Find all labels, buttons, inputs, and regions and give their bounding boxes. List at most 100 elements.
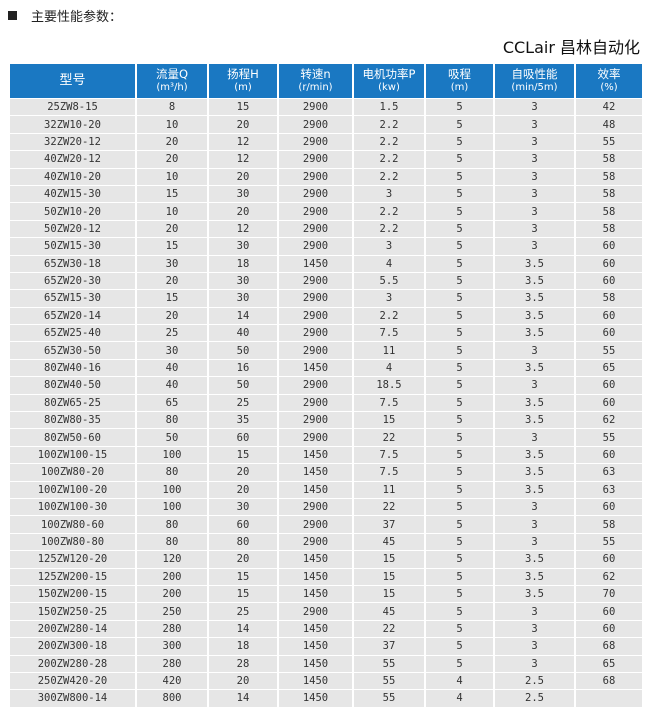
table-cell: 2.2 xyxy=(354,116,424,133)
table-cell: 15 xyxy=(209,99,277,116)
table-cell: 2.2 xyxy=(354,220,424,238)
table-cell: 3.5 xyxy=(495,551,574,568)
table-cell: 80ZW50-60 xyxy=(10,429,135,446)
table-header-row: 型号 流量Q (m³/h) 扬程H (m) 转速n (r/min) 电机功率P (kw) 吸程 (m… xyxy=(10,64,642,98)
table-cell: 5 xyxy=(426,185,493,203)
column-label: 流量Q xyxy=(155,67,189,81)
table-cell: 60 xyxy=(576,603,642,620)
table-cell: 80 xyxy=(137,533,207,551)
table-cell: 7.5 xyxy=(354,325,424,342)
table-row: 100ZW80-20 80 20 1450 7.5 5 3.5 63 xyxy=(10,464,642,481)
table-cell: 11 xyxy=(354,481,424,498)
table-cell: 58 xyxy=(576,168,642,185)
table-row: 65ZW20-14 20 14 2900 2.2 5 3.5 60 xyxy=(10,307,642,325)
table-cell: 5 xyxy=(426,394,493,412)
table-cell: 65ZW25-40 xyxy=(10,325,135,342)
table-row: 40ZW15-30 15 30 2900 3 5 3 58 xyxy=(10,185,642,203)
table-cell: 1450 xyxy=(279,638,352,655)
table-cell: 150ZW200-15 xyxy=(10,585,135,603)
table-cell: 15 xyxy=(354,551,424,568)
table-cell: 7.5 xyxy=(354,446,424,464)
table-cell: 58 xyxy=(576,151,642,168)
table-cell: 3 xyxy=(495,151,574,168)
table-cell: 5 xyxy=(426,133,493,151)
table-row: 200ZW300-18 300 18 1450 37 5 3 68 xyxy=(10,638,642,655)
table-cell: 5 xyxy=(426,446,493,464)
table-cell: 3.5 xyxy=(495,464,574,481)
table-cell: 100 xyxy=(137,481,207,498)
table-cell: 30 xyxy=(137,255,207,272)
table-cell: 2900 xyxy=(279,429,352,446)
table-cell: 60 xyxy=(576,307,642,325)
table-cell: 2.5 xyxy=(495,672,574,690)
table-cell: 80 xyxy=(137,412,207,429)
table-cell: 100 xyxy=(137,498,207,516)
table-cell: 20 xyxy=(209,464,277,481)
table-cell: 55 xyxy=(576,533,642,551)
column-unit: (m³/h) xyxy=(156,82,188,93)
table-cell: 1450 xyxy=(279,359,352,377)
table-cell: 30 xyxy=(209,185,277,203)
column-label: 效率 xyxy=(597,67,621,81)
table-cell: 3 xyxy=(495,377,574,394)
table-cell: 1450 xyxy=(279,446,352,464)
table-cell: 3 xyxy=(495,342,574,359)
performance-table: 型号 流量Q (m³/h) 扬程H (m) 转速n (r/min) 电机功率P (kw) 吸程 (m… xyxy=(8,63,644,708)
table-cell: 60 xyxy=(576,238,642,255)
table-cell: 3 xyxy=(495,238,574,255)
table-cell: 1450 xyxy=(279,585,352,603)
table-cell: 200ZW280-14 xyxy=(10,620,135,638)
table-row: 80ZW65-25 65 25 2900 7.5 5 3.5 60 xyxy=(10,394,642,412)
watermark: CCLair 昌林自动化 xyxy=(502,38,640,57)
table-cell: 5 xyxy=(426,290,493,307)
table-cell: 4 xyxy=(426,672,493,690)
table-cell: 150ZW250-25 xyxy=(10,603,135,620)
table-cell: 5 xyxy=(426,116,493,133)
table-cell: 1450 xyxy=(279,255,352,272)
table-row: 100ZW100-15 100 15 1450 7.5 5 3.5 60 xyxy=(10,446,642,464)
table-row: 125ZW120-20 120 20 1450 15 5 3.5 60 xyxy=(10,551,642,568)
table-cell: 65 xyxy=(137,394,207,412)
table-row: 200ZW280-14 280 14 1450 22 5 3 60 xyxy=(10,620,642,638)
table-cell: 20 xyxy=(209,116,277,133)
table-cell: 40ZW10-20 xyxy=(10,168,135,185)
table-cell: 65ZW30-18 xyxy=(10,255,135,272)
table-cell: 2900 xyxy=(279,203,352,220)
column-header: 型号 xyxy=(10,64,135,98)
table-row: 50ZW15-30 15 30 2900 3 5 3 60 xyxy=(10,238,642,255)
table-cell: 65ZW20-14 xyxy=(10,307,135,325)
table-cell: 7.5 xyxy=(354,394,424,412)
table-cell: 15 xyxy=(354,412,424,429)
table-cell: 3.5 xyxy=(495,394,574,412)
table-cell: 250 xyxy=(137,603,207,620)
table-cell: 40 xyxy=(137,359,207,377)
table-cell: 3.5 xyxy=(495,272,574,290)
table-cell: 280 xyxy=(137,620,207,638)
table-cell: 2900 xyxy=(279,412,352,429)
table-cell: 80 xyxy=(137,464,207,481)
table-row: 50ZW20-12 20 12 2900 2.2 5 3 58 xyxy=(10,220,642,238)
table-cell: 22 xyxy=(354,429,424,446)
table-cell: 1.5 xyxy=(354,99,424,116)
table-cell: 60 xyxy=(576,394,642,412)
table-cell: 65ZW15-30 xyxy=(10,290,135,307)
table-cell: 5 xyxy=(426,498,493,516)
table-cell: 62 xyxy=(576,568,642,585)
table-cell: 3.5 xyxy=(495,481,574,498)
table-cell: 4 xyxy=(354,255,424,272)
table-cell: 2.5 xyxy=(495,690,574,707)
table-row: 300ZW800-14 800 14 1450 55 4 2.5 xyxy=(10,690,642,707)
table-cell: 25ZW8-15 xyxy=(10,99,135,116)
table-cell: 2900 xyxy=(279,603,352,620)
table-cell: 4 xyxy=(354,359,424,377)
table-cell: 2900 xyxy=(279,151,352,168)
table-cell: 25 xyxy=(209,394,277,412)
table-cell: 5 xyxy=(426,359,493,377)
table-cell: 60 xyxy=(576,325,642,342)
table-cell: 100ZW100-30 xyxy=(10,498,135,516)
table-row: 65ZW20-30 20 30 2900 5.5 5 3.5 60 xyxy=(10,272,642,290)
table-cell: 5 xyxy=(426,516,493,533)
table-cell: 1450 xyxy=(279,568,352,585)
table-cell: 30 xyxy=(137,342,207,359)
table-cell: 3 xyxy=(495,638,574,655)
